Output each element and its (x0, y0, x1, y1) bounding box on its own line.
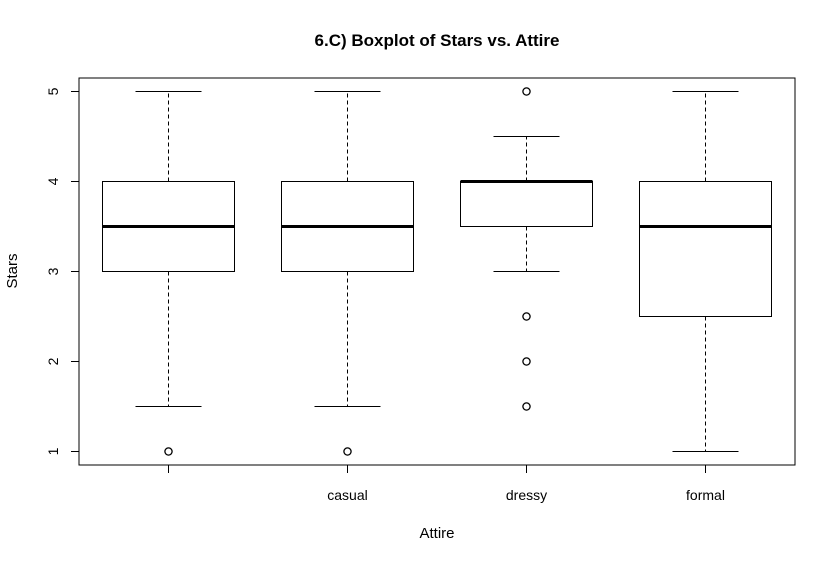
box-group (639, 91, 772, 452)
x-axis: casual dressy formal (168, 465, 725, 503)
iqr-box (460, 181, 593, 227)
x-tick-label: formal (686, 487, 725, 503)
outlier-point (522, 312, 531, 321)
outlier-point (522, 402, 531, 411)
y-tick-label: 3 (45, 267, 61, 275)
box-group (460, 87, 593, 411)
chart-title: 6.C) Boxplot of Stars vs. Attire (315, 31, 560, 50)
outlier-point (522, 87, 531, 96)
box-group (102, 91, 235, 456)
y-tick-label: 2 (45, 357, 61, 365)
iqr-box (639, 181, 772, 317)
x-axis-label: Attire (419, 525, 454, 542)
y-axis-label: Stars (4, 253, 21, 288)
outlier-point (343, 447, 352, 456)
y-tick-label: 1 (45, 447, 61, 455)
y-tick-label: 4 (45, 177, 61, 185)
y-tick-label: 5 (45, 87, 61, 95)
outlier-point (522, 357, 531, 366)
outlier-point (164, 447, 173, 456)
x-tick-label: dressy (506, 487, 547, 503)
boxes-group (102, 87, 772, 456)
box-group (281, 91, 414, 456)
x-tick-label: casual (327, 487, 367, 503)
y-axis: 1 2 3 4 5 (45, 87, 79, 455)
